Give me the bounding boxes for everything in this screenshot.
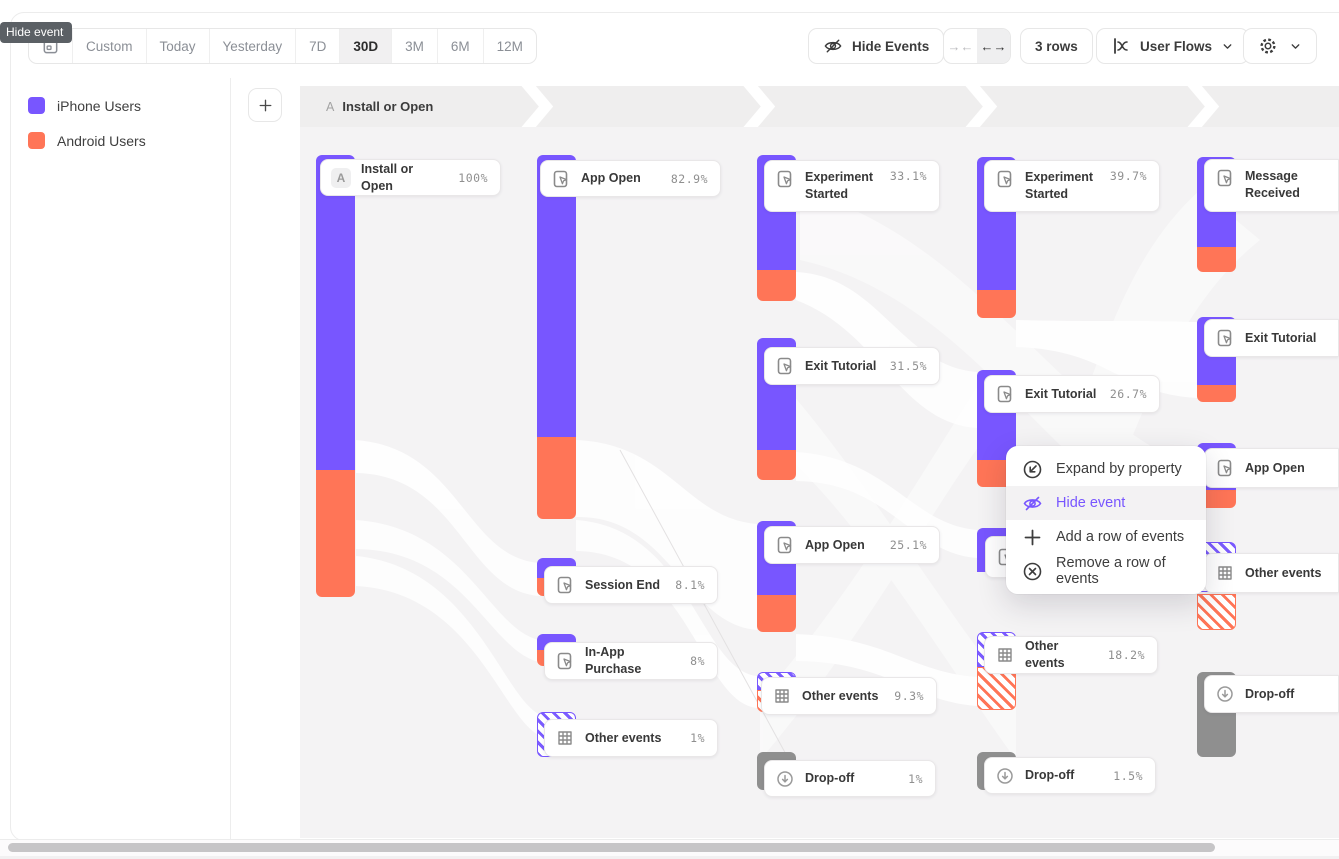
date-range-custom[interactable]: Custom bbox=[73, 29, 147, 63]
event-icon bbox=[775, 169, 795, 189]
plus-icon bbox=[1022, 527, 1043, 548]
legend-item-iphone-users[interactable]: iPhone Users bbox=[28, 97, 141, 114]
circle-x-icon bbox=[1022, 561, 1043, 582]
flow-node-install-or-open[interactable]: A Install or Open 100% bbox=[320, 159, 501, 196]
bar-exittutorial3-android[interactable] bbox=[1197, 385, 1236, 402]
event-icon bbox=[995, 169, 1015, 189]
breadcrumb-label: Install or Open bbox=[342, 99, 434, 114]
menu-item-expand-by-property[interactable]: Expand by property bbox=[1006, 452, 1206, 486]
drop-off-icon bbox=[775, 769, 795, 789]
event-icon bbox=[1215, 168, 1235, 188]
bar-install-iphone[interactable] bbox=[316, 155, 355, 470]
bar-otherevents4-hatched-android[interactable] bbox=[1197, 594, 1236, 630]
step-a-badge: A bbox=[331, 167, 351, 188]
flow-node-drop-off[interactable]: Drop-off 1% bbox=[764, 760, 936, 797]
eye-off-icon bbox=[1022, 493, 1043, 514]
event-icon bbox=[555, 651, 575, 671]
menu-item-hide-event[interactable]: Hide event bbox=[1006, 486, 1206, 520]
band-chevrons bbox=[521, 86, 1220, 127]
grid-icon bbox=[995, 645, 1015, 665]
android-users-swatch bbox=[28, 132, 45, 149]
flow-node-exit-tutorial-2[interactable]: Exit Tutorial 26.7% bbox=[984, 375, 1160, 413]
expand-by-property-icon bbox=[1022, 459, 1043, 480]
event-icon bbox=[555, 575, 575, 595]
menu-item-add-row-of-events[interactable]: Add a row of events bbox=[1006, 520, 1206, 554]
flow-node-exit-tutorial-3[interactable]: Exit Tutorial bbox=[1204, 319, 1339, 357]
date-range-control: Custom Today Yesterday 7D 30D 3M 6M 12M bbox=[28, 28, 537, 64]
bottom-edge bbox=[0, 856, 1339, 859]
breadcrumb: A Install or Open bbox=[326, 99, 433, 114]
event-icon bbox=[995, 384, 1015, 404]
flow-node-other-events[interactable]: Other events 1% bbox=[544, 719, 718, 757]
bar-appopen-iphone[interactable] bbox=[537, 155, 576, 437]
expand-columns-button[interactable]: ←→ bbox=[977, 29, 1010, 63]
date-range-7d[interactable]: 7D bbox=[296, 29, 341, 63]
breadcrumb-band[interactable]: A Install or Open bbox=[300, 86, 1339, 127]
date-range-30d[interactable]: 30D bbox=[340, 29, 393, 63]
flow-node-other-events-3[interactable]: Other events 18.2% bbox=[984, 636, 1158, 674]
flow-node-exit-tutorial[interactable]: Exit Tutorial 31.5% bbox=[764, 347, 940, 385]
flow-node-message-received[interactable]: Message Received bbox=[1204, 159, 1339, 212]
flow-node-experiment-started-2[interactable]: Experiment Started 39.7% bbox=[984, 160, 1160, 212]
drop-off-icon bbox=[995, 766, 1015, 786]
event-icon bbox=[1215, 328, 1235, 348]
plus-icon bbox=[259, 99, 271, 111]
breadcrumb-step-letter: A bbox=[326, 100, 335, 114]
flow-node-app-open-2[interactable]: App Open 25.1% bbox=[764, 526, 940, 564]
date-range-12m[interactable]: 12M bbox=[496, 38, 523, 54]
flow-node-drop-off-3[interactable]: Drop-off bbox=[1204, 675, 1339, 713]
bar-expstarted-android[interactable] bbox=[757, 270, 796, 301]
flow-node-experiment-started[interactable]: Experiment Started 33.1% bbox=[764, 160, 940, 212]
grid-icon bbox=[772, 686, 792, 706]
bar-exittutorial-android[interactable] bbox=[757, 450, 796, 480]
sidebar-divider bbox=[230, 78, 231, 839]
bar-otherevents3-hatched-android[interactable] bbox=[977, 667, 1016, 710]
bar-msgreceived-android[interactable] bbox=[1197, 247, 1236, 272]
add-cohort-button[interactable] bbox=[248, 88, 282, 122]
grid-icon bbox=[555, 728, 575, 748]
flow-node-app-open-3[interactable]: App Open bbox=[1204, 448, 1339, 488]
bar-appopen3-android[interactable] bbox=[1197, 490, 1236, 508]
collapse-expand-control: →← ←→ bbox=[943, 28, 1011, 64]
event-icon bbox=[775, 356, 795, 376]
flow-node-other-events-4[interactable]: Other events bbox=[1204, 553, 1339, 593]
user-flows-icon bbox=[1111, 36, 1131, 56]
date-range-today[interactable]: Today bbox=[147, 29, 210, 63]
date-range-6m[interactable]: 6M bbox=[438, 29, 484, 63]
flow-node-app-open[interactable]: App Open 82.9% bbox=[540, 160, 721, 197]
view-selector-button[interactable]: User Flows bbox=[1096, 28, 1250, 64]
bar-appopen-android[interactable] bbox=[537, 437, 576, 519]
chevron-down-icon bbox=[1221, 40, 1234, 53]
flow-node-other-events-2[interactable]: Other events 9.3% bbox=[761, 677, 937, 715]
event-icon bbox=[1215, 458, 1235, 478]
drop-off-icon bbox=[1215, 684, 1235, 704]
iphone-users-swatch bbox=[28, 97, 45, 114]
flow-node-in-app-purchase[interactable]: In-App Purchase 8% bbox=[544, 642, 718, 680]
rows-button[interactable]: 3 rows bbox=[1020, 28, 1093, 64]
bar-expstarted2-android[interactable] bbox=[977, 290, 1016, 318]
bar-appopen2-android[interactable] bbox=[757, 595, 796, 632]
hide-event-tooltip: Hide event bbox=[0, 22, 73, 43]
date-range-yesterday[interactable]: Yesterday bbox=[210, 29, 297, 63]
event-icon bbox=[551, 169, 571, 189]
event-context-menu: Expand by property Hide event Add a row … bbox=[1006, 446, 1206, 594]
gear-icon bbox=[1258, 36, 1278, 56]
chevron-down-icon bbox=[1289, 40, 1302, 53]
date-range-3m[interactable]: 3M bbox=[392, 29, 438, 63]
legend-item-android-users[interactable]: Android Users bbox=[28, 132, 146, 149]
hide-events-button[interactable]: Hide Events bbox=[808, 28, 945, 64]
event-icon bbox=[775, 535, 795, 555]
collapse-columns-button[interactable]: →← bbox=[947, 38, 974, 54]
menu-item-remove-row-of-events[interactable]: Remove a row of events bbox=[1006, 554, 1206, 588]
flow-node-session-end[interactable]: Session End 8.1% bbox=[544, 566, 718, 604]
flow-node-drop-off-2[interactable]: Drop-off 1.5% bbox=[984, 757, 1156, 794]
grid-icon bbox=[1215, 563, 1235, 583]
horizontal-scrollbar-thumb[interactable] bbox=[8, 843, 1215, 852]
settings-button[interactable] bbox=[1243, 28, 1317, 64]
bar-install-android[interactable] bbox=[316, 470, 355, 597]
eye-off-icon bbox=[823, 36, 843, 56]
